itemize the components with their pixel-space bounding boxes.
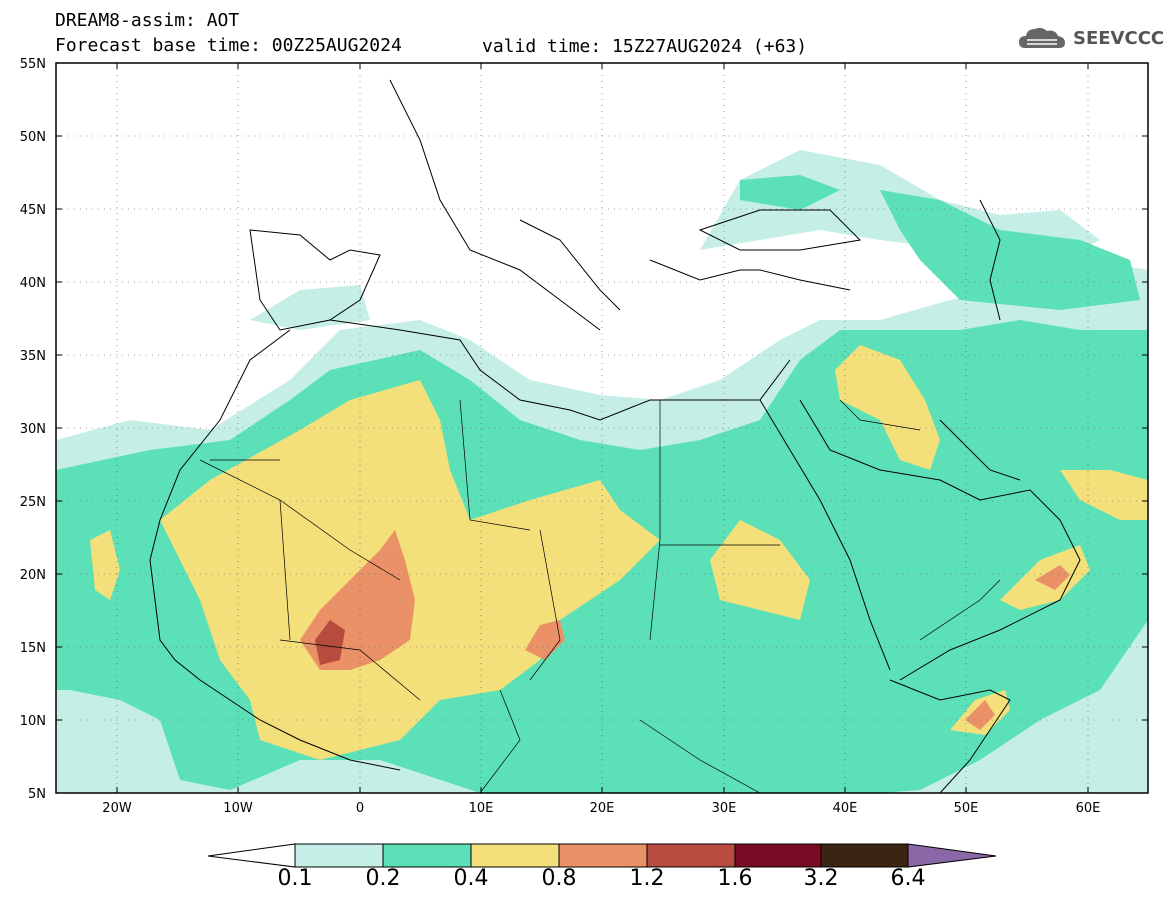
longitude-labels: 20W 10W 0 10E 20E 30E 40E 50E 60E [102, 801, 1100, 816]
colorbar-segment [382, 843, 472, 868]
coastlines [149, 79, 1081, 793]
aot-band-0.8-somalia [965, 700, 995, 730]
lon-label: 50E [954, 801, 979, 816]
lon-label: 10E [469, 801, 494, 816]
lat-label: 5N [28, 787, 46, 802]
aot-band-0.8-chad [525, 620, 565, 660]
axis-ticks [56, 62, 1148, 794]
colorbar [207, 843, 997, 868]
lat-label: 35N [20, 349, 46, 364]
lon-label: 60E [1076, 801, 1101, 816]
seevccc-logo: SEEVCCC [1017, 24, 1164, 54]
aot-band-0.4-gulf [1060, 470, 1148, 520]
colorbar-segment [820, 843, 909, 868]
colorbar-label: 0.4 [453, 866, 489, 891]
aot-band-0.8-oman [1035, 565, 1070, 590]
lat-label: 25N [20, 495, 46, 510]
colorbar-label: 3.2 [803, 866, 839, 891]
aot-band-0.2-blacksea [740, 175, 840, 210]
lat-label: 10N [20, 714, 46, 729]
colorbar-label: 1.6 [717, 866, 753, 891]
lat-label: 15N [20, 641, 46, 656]
aot-contours [56, 150, 1148, 793]
colorbar-segment [558, 843, 648, 868]
aot-band-1.2 [315, 620, 345, 665]
colorbar-label: 0.8 [541, 866, 577, 891]
colorbar-label: 1.2 [629, 866, 665, 891]
country-borders [199, 399, 1001, 793]
lat-label: 40N [20, 276, 46, 291]
product-title: DREAM8-assim: AOT [55, 10, 240, 31]
colorbar-segment [294, 843, 384, 868]
aot-band-0.4 [160, 380, 660, 760]
valid-time: valid time: 15Z27AUG2024 (+63) [482, 36, 808, 57]
lon-label: 0 [356, 801, 364, 816]
lat-label: 50N [20, 130, 46, 145]
aot-band-0.4-westsahara [90, 530, 120, 600]
aot-band-0.2-caspian [880, 190, 1140, 310]
colorbar-segment [734, 843, 822, 868]
lon-label: 20E [590, 801, 615, 816]
colorbar-low-arrow [207, 843, 296, 868]
colorbar-high-arrow [907, 843, 997, 868]
aot-band-0.4-iraq [835, 345, 940, 470]
colorbar-label: 6.4 [890, 866, 926, 891]
lon-label: 10W [223, 801, 253, 816]
grid-lines [56, 63, 1148, 793]
lon-label: 30E [712, 801, 737, 816]
logo-text: SEEVCCC [1073, 28, 1165, 49]
aot-band-0.1-iberia [250, 285, 370, 330]
colorbar-segment [470, 843, 560, 868]
forecast-base-time: Forecast base time: 00Z25AUG2024 [55, 35, 402, 56]
cloud-icon [1019, 27, 1065, 48]
lat-label: 55N [20, 57, 46, 72]
latitude-labels: 55N 50N 45N 40N 35N 30N 25N 20N 15N 10N … [20, 57, 46, 802]
colorbar-segment [646, 843, 736, 868]
lon-label: 40E [833, 801, 858, 816]
lat-label: 45N [20, 203, 46, 218]
lat-label: 20N [20, 568, 46, 583]
colorbar-label: 0.1 [277, 866, 313, 891]
lon-label: 20W [102, 801, 132, 816]
colorbar-label: 0.2 [365, 866, 401, 891]
lat-label: 30N [20, 422, 46, 437]
